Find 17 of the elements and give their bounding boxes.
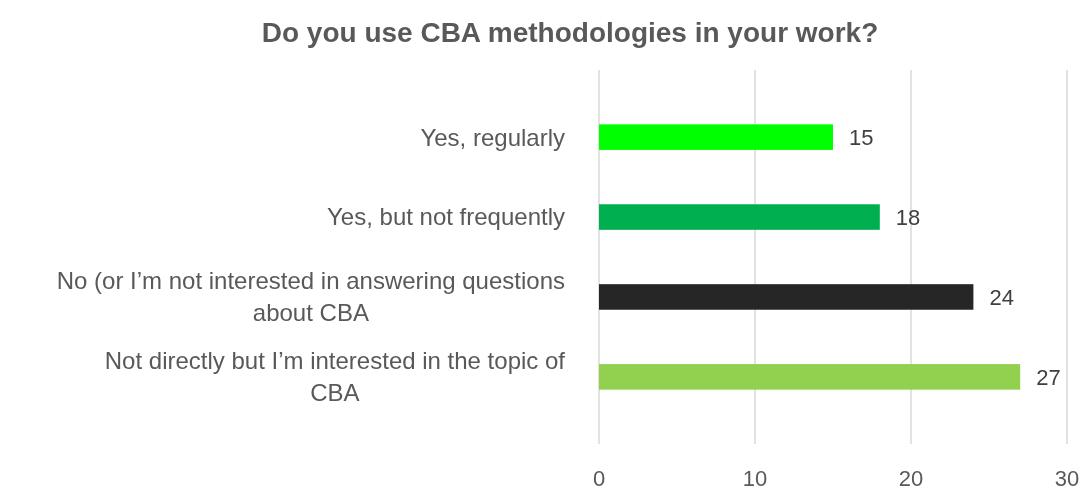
x-tick-label: 30 bbox=[1054, 466, 1080, 491]
data-label: 18 bbox=[895, 204, 921, 230]
chart-title: Do you use CBA methodologies in your work? bbox=[261, 17, 879, 48]
data-label: 27 bbox=[1036, 364, 1061, 390]
y-tick-label: Yes, but not frequently bbox=[327, 203, 565, 231]
y-tick-label: No (or I’m not interested in answering questions about CBA bbox=[56, 267, 566, 327]
y-tick-label: Not directly but I’m interested in the topic of CBA bbox=[104, 347, 566, 407]
data-label: 24 bbox=[989, 284, 1014, 310]
x-tick-label: 10 bbox=[742, 466, 768, 491]
data-label: 15 bbox=[849, 124, 874, 150]
bar bbox=[599, 284, 974, 310]
bar bbox=[599, 124, 833, 150]
y-tick-label: Yes, regularly bbox=[420, 123, 565, 151]
x-tick-label: 0 bbox=[592, 466, 606, 491]
x-tick-label: 20 bbox=[898, 466, 924, 491]
bar bbox=[599, 204, 880, 230]
bar bbox=[599, 364, 1021, 390]
